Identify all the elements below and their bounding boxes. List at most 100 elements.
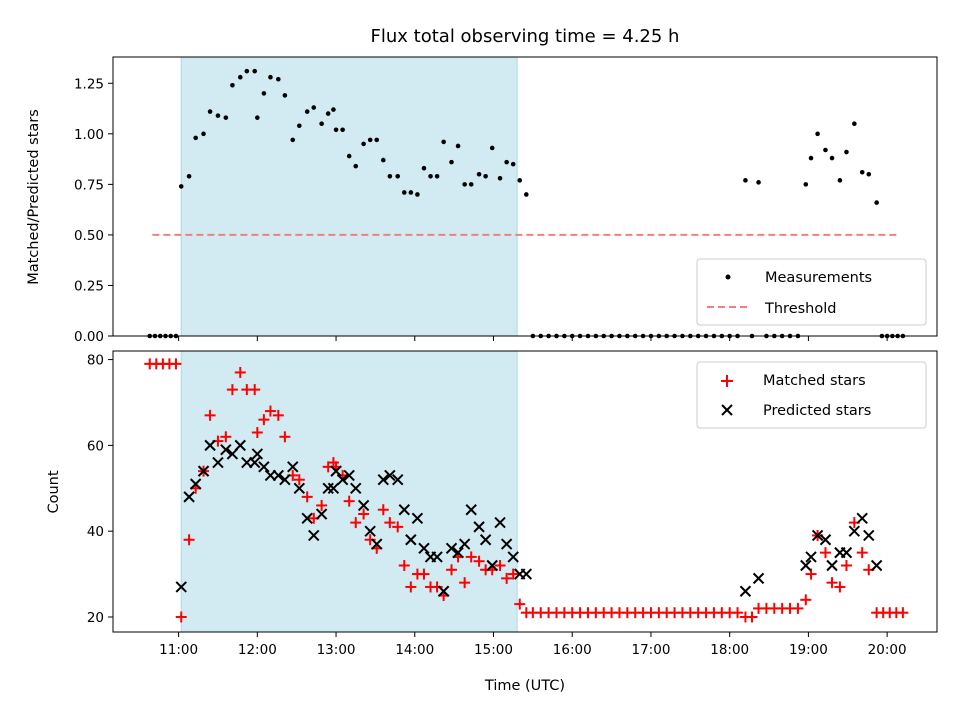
matched-star-point xyxy=(473,555,485,567)
measurement-point xyxy=(367,137,373,143)
x-tick-label: 17:00 xyxy=(632,642,671,658)
measurement-point xyxy=(823,147,828,153)
measurement-point xyxy=(489,145,495,151)
measurement-point xyxy=(268,74,273,80)
predicted-star-point xyxy=(357,499,370,512)
predicted-star-point xyxy=(189,478,202,490)
measurement-point xyxy=(282,93,288,98)
predicted-star-point xyxy=(384,469,396,482)
measurement-point xyxy=(333,127,339,133)
predicted-star-point xyxy=(405,534,417,546)
top-legend-box xyxy=(696,258,927,326)
matched-star-point xyxy=(800,594,812,606)
matched-star-point xyxy=(856,547,868,559)
predicted-star-point xyxy=(377,473,390,486)
predicted-star-point xyxy=(811,529,824,542)
matched-star-point xyxy=(792,602,804,614)
predicted-star-point xyxy=(465,504,477,516)
measurement-point xyxy=(361,141,366,147)
chart-title: Flux total observing time = 4.25 h xyxy=(371,26,680,47)
top-y-tick-label: 0.75 xyxy=(74,177,104,193)
measurement-point xyxy=(261,91,267,96)
matched-star-point xyxy=(514,598,526,610)
predicted-star-point xyxy=(458,538,471,550)
top-y-tick-label: 0.50 xyxy=(74,228,104,244)
predicted-star-point xyxy=(411,512,424,525)
measurement-point xyxy=(421,165,427,171)
matched-star-point xyxy=(746,611,758,623)
measurement-point xyxy=(829,155,835,161)
top-y-tick-label: 1.00 xyxy=(74,127,104,143)
measurement-point xyxy=(380,157,386,163)
predicted-star-point xyxy=(800,559,812,572)
predicted-star-point xyxy=(371,538,383,550)
matched-star-point xyxy=(226,384,238,396)
measurement-point xyxy=(852,121,857,127)
measurement-point xyxy=(803,182,809,187)
predicted-star-point xyxy=(840,546,853,559)
predicted-star-point xyxy=(452,546,464,559)
matched-star-point xyxy=(840,560,852,572)
measurement-point xyxy=(743,178,748,183)
measurement-point xyxy=(428,173,433,179)
predicted-star-point xyxy=(343,469,355,482)
predicted-star-point xyxy=(479,534,492,546)
matched-star-point xyxy=(834,581,846,593)
bottom-y-tick-label: 20 xyxy=(87,610,104,626)
top-legend: Measurements Threshold xyxy=(696,258,927,326)
x-tick-label: 11:00 xyxy=(159,642,198,658)
top-y-axis-label: Matched/Predicted stars xyxy=(26,109,42,285)
predicted-star-point xyxy=(293,482,306,494)
matched-star-point xyxy=(392,521,404,533)
measurement-point xyxy=(415,192,420,197)
predicted-star-point xyxy=(197,465,210,477)
legend-predicted-marker xyxy=(721,404,733,416)
measurement-point xyxy=(178,184,184,189)
measurement-point xyxy=(346,153,352,159)
measurement-point xyxy=(374,137,380,143)
measurement-point xyxy=(193,135,198,141)
predicted-star-point xyxy=(327,482,340,494)
predicted-star-point xyxy=(863,529,875,542)
observing-window-span-bottom xyxy=(180,350,518,633)
predicted-star-point xyxy=(392,473,404,486)
measurement-point xyxy=(230,83,235,88)
predicted-stars-points xyxy=(175,439,883,597)
measurement-point xyxy=(304,109,310,114)
matched-star-point xyxy=(220,431,232,443)
predicted-star-point xyxy=(287,461,299,473)
predicted-star-point xyxy=(212,456,224,469)
measurement-point xyxy=(297,123,302,129)
predicted-star-point xyxy=(500,538,513,550)
measurement-point xyxy=(483,173,488,179)
bottom-y-tick-label: 80 xyxy=(87,353,104,369)
predicted-star-point xyxy=(739,585,752,597)
measurement-point xyxy=(859,169,865,175)
legend-predicted-label: Predicted stars xyxy=(763,403,871,419)
x-tick-label: 18:00 xyxy=(710,642,749,658)
predicted-star-point xyxy=(486,559,498,572)
measurement-point xyxy=(874,200,879,205)
top-y-ticks: 0.00 0.25 0.50 0.75 1.00 1.25 xyxy=(74,76,113,345)
legend-measurements-label: Measurements xyxy=(765,270,872,286)
legend-threshold-label: Threshold xyxy=(764,301,836,317)
predicted-star-point xyxy=(258,461,270,473)
predicted-star-point xyxy=(520,568,533,580)
matched-star-point xyxy=(343,495,355,507)
bottom-legend: Matched stars Predicted stars xyxy=(696,361,927,429)
predicted-star-point xyxy=(398,504,410,516)
measurement-point xyxy=(319,121,324,127)
predicted-star-point xyxy=(322,482,334,494)
matched-star-point xyxy=(272,409,284,421)
matched-star-point xyxy=(301,491,313,503)
predicted-star-point xyxy=(183,491,195,503)
measurement-point xyxy=(215,113,221,118)
matched-star-point xyxy=(316,499,328,511)
matched-star-point xyxy=(183,534,195,546)
measurement-point xyxy=(510,161,516,167)
matched-star-point xyxy=(234,366,246,378)
predicted-star-point xyxy=(204,439,216,452)
measurement-point xyxy=(244,68,250,74)
matched-star-point xyxy=(405,581,417,593)
